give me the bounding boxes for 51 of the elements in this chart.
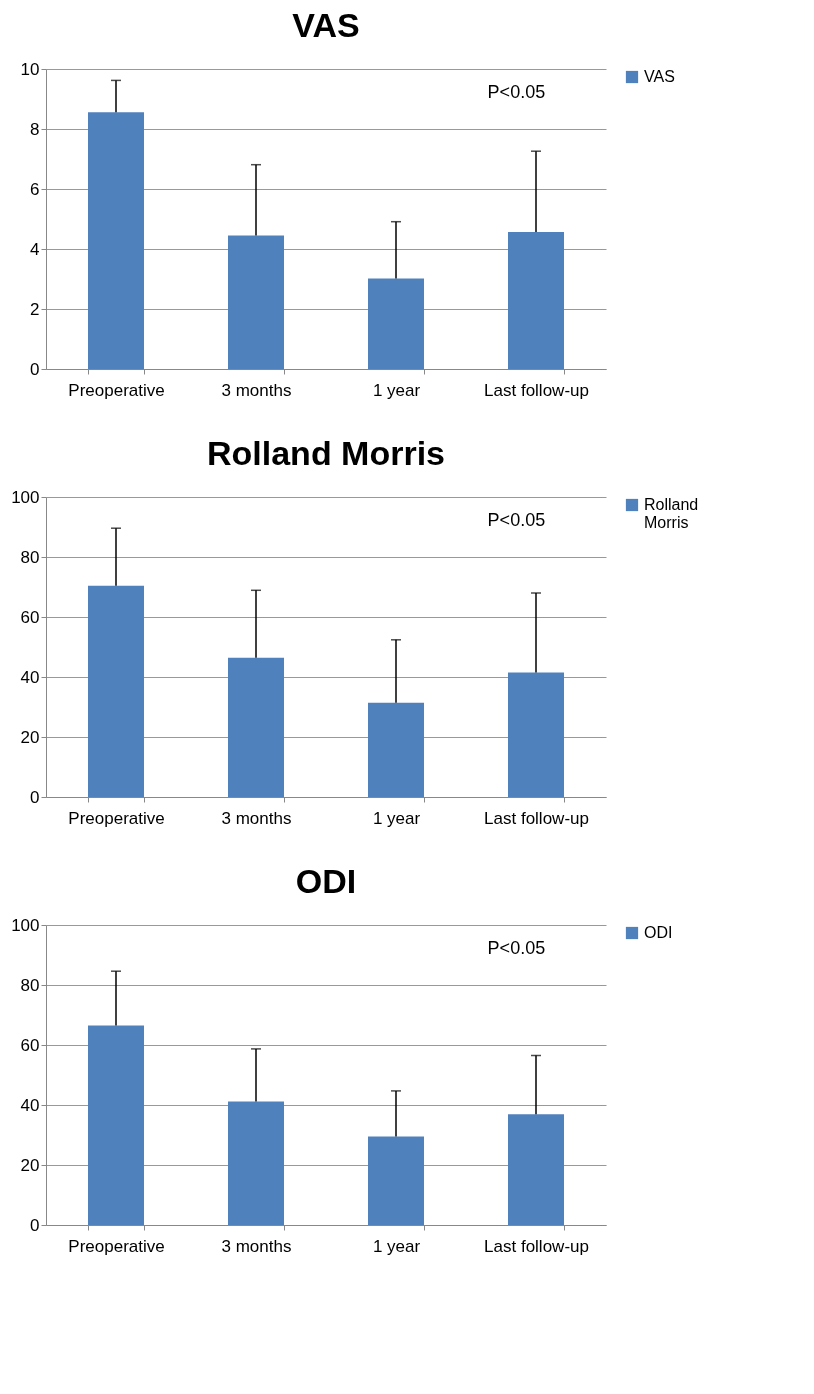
x-tick-label: 3 months xyxy=(221,1236,292,1256)
x-tick-label: 3 months xyxy=(221,808,292,828)
y-tick-label: 0 xyxy=(30,359,40,379)
x-tick-label: Last follow-up xyxy=(484,380,589,400)
y-tick-label: 60 xyxy=(20,607,40,627)
x-tick-label: 1 year xyxy=(372,380,421,400)
bar xyxy=(368,278,424,369)
legend-label: VAS xyxy=(644,68,675,85)
y-tick-label: 20 xyxy=(20,1155,40,1175)
bar xyxy=(88,585,144,797)
x-tick-label: Preoperative xyxy=(68,1236,165,1256)
y-tick-label: 100 xyxy=(11,915,40,935)
bar xyxy=(508,1114,564,1225)
chart-title: VAS xyxy=(292,6,360,44)
y-tick-label: 100 xyxy=(11,487,40,507)
bar xyxy=(368,1136,424,1225)
y-tick-label: 10 xyxy=(20,59,40,79)
x-tick-label: 1 year xyxy=(372,808,421,828)
y-tick-label: 80 xyxy=(20,975,40,995)
x-tick-label: Last follow-up xyxy=(484,808,589,828)
y-tick-label: 2 xyxy=(30,299,40,319)
y-tick-label: 80 xyxy=(20,547,40,567)
y-tick-label: 20 xyxy=(20,727,40,747)
legend-label: Rolland Morris xyxy=(644,496,699,531)
bar xyxy=(508,231,564,369)
bar xyxy=(508,672,564,797)
y-tick-label: 40 xyxy=(20,667,40,687)
x-tick-label: Preoperative xyxy=(68,380,165,400)
chart-title: ODI xyxy=(295,862,357,900)
y-tick-label: 60 xyxy=(20,1035,40,1055)
x-tick-label: Last follow-up xyxy=(484,1236,589,1256)
y-tick-label: 0 xyxy=(30,1215,40,1235)
bar xyxy=(228,235,284,369)
y-tick-label: 40 xyxy=(20,1095,40,1115)
bar xyxy=(368,702,424,797)
legend-label: ODI xyxy=(644,924,673,941)
y-tick-label: 6 xyxy=(30,179,40,199)
x-tick-label: Preoperative xyxy=(68,808,165,828)
bar xyxy=(88,1025,144,1225)
annotation: P<0.05 xyxy=(487,82,546,102)
annotation: P<0.05 xyxy=(487,510,546,530)
chart-title: Rolland Morris xyxy=(206,434,446,472)
bar xyxy=(228,1101,284,1225)
y-tick-label: 8 xyxy=(30,119,40,139)
bar xyxy=(228,657,284,797)
y-tick-label: 0 xyxy=(30,787,40,807)
annotation: P<0.05 xyxy=(487,938,546,958)
x-tick-label: 3 months xyxy=(221,380,292,400)
x-tick-label: 1 year xyxy=(372,1236,421,1256)
bar xyxy=(88,112,144,369)
y-tick-label: 4 xyxy=(30,239,40,259)
